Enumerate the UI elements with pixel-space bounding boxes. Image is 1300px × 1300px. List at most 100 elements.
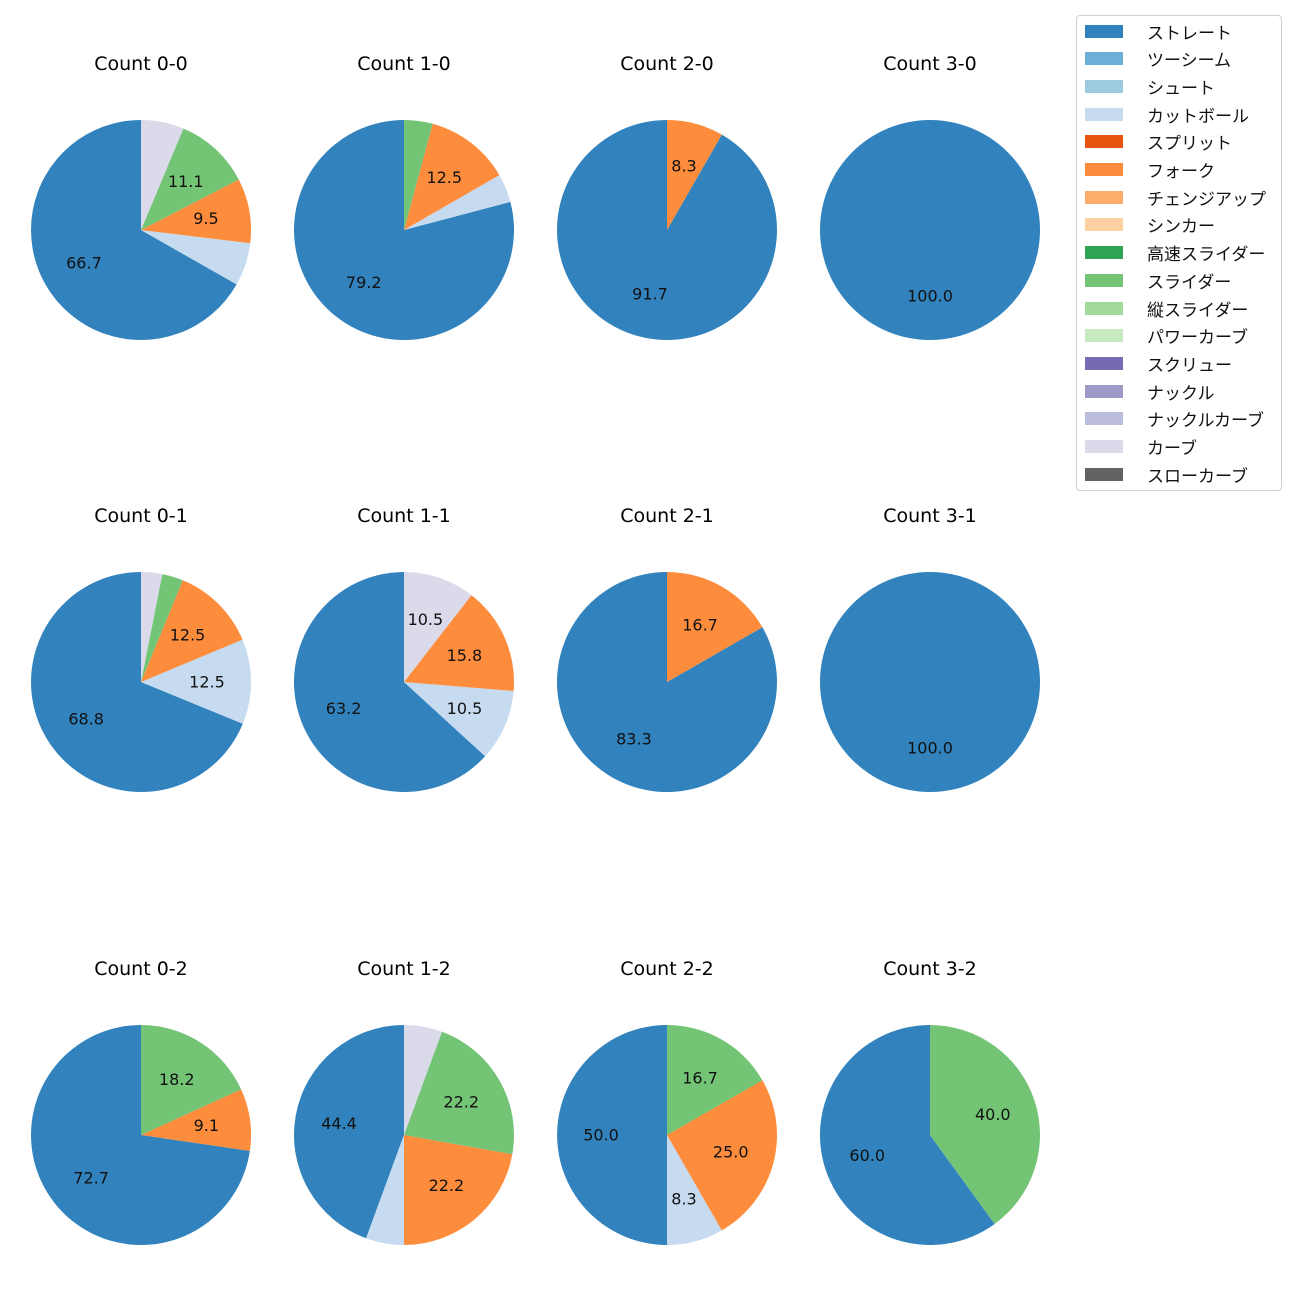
legend-label: 縦スライダー [1147,300,1249,321]
legend-item: フォーク [1085,159,1215,182]
pie-7: Count 2-1 83.3 16.7 [556,505,777,792]
legend-swatch [1085,246,1123,260]
legend-item: 縦スライダー [1085,297,1249,321]
pie-4: Count 3-0 100.0 [820,53,1040,340]
pie-title: Count 2-1 [620,505,714,527]
legend-swatch [1085,218,1123,232]
pie-10: Count 1-2 44.4 22.2 22.2 [294,958,514,1245]
slice-label: 100.0 [907,287,953,306]
legend-item: スプリット [1085,131,1232,155]
legend-item: ストレート [1085,20,1232,44]
legend-item: スローカーブ [1085,463,1248,487]
pie-slice [141,120,184,230]
pie-slice [30,572,243,792]
pie-slice [404,123,500,230]
pie-slice [30,120,237,340]
legend-item: パワーカーブ [1085,325,1248,349]
legend-label: スローカーブ [1147,466,1248,487]
pie-slice [141,639,251,724]
pie-slice [820,572,1040,792]
slice-label: 10.5 [447,699,483,718]
legend-label: パワーカーブ [1147,328,1248,349]
legend-item: シュート [1085,75,1215,99]
legend-item: ナックルカーブ [1085,408,1264,431]
pie-title: Count 3-2 [883,958,977,980]
pie-title: Count 2-0 [620,53,714,75]
legend-label: カーブ [1147,439,1197,459]
pie-slice [820,120,1040,340]
slice-label: 25.0 [713,1143,749,1162]
pie-title: Count 0-0 [94,53,188,75]
legend-item: シンカー [1085,214,1215,238]
legend-swatch [1085,79,1123,93]
pie-title: Count 0-1 [94,505,188,527]
legend-swatch [1085,440,1123,453]
legend-swatch [1085,301,1123,315]
slice-label: 12.5 [426,168,462,187]
slice-label: 16.7 [682,615,718,634]
legend-swatch [1085,24,1123,38]
slice-label: 50.0 [583,1126,619,1145]
legend-item: スクリュー [1085,352,1232,376]
slice-label: 16.7 [682,1068,718,1087]
slice-label: 72.7 [73,1169,109,1188]
pie-1: Count 0-0 66.7 9.5 11.1 [30,53,251,340]
legend: ストレートツーシームシュートカットボールスプリットフォークチェンジアップ シンカー… [1076,15,1282,491]
legend-swatch [1085,135,1123,149]
legend-label: チェンジアップ [1147,189,1266,210]
pie-slice [667,1080,778,1231]
legend-label: シンカー [1147,217,1215,238]
pie-slice [141,580,243,682]
pie-title: Count 2-2 [620,958,714,980]
pie-5: Count 0-1 68.8 12.5 12.5 [30,505,251,792]
slice-label: 8.3 [671,157,696,176]
slice-label: 9.1 [194,1116,219,1135]
pie-slice [404,1135,513,1245]
slice-label: 79.2 [346,273,382,292]
pie-slice [404,595,514,691]
legend-label: ストレート [1147,23,1232,44]
legend-item: 高速スライダー [1085,242,1265,265]
pie-9: Count 0-2 72.7 9.1 18.2 [31,958,252,1245]
pie-slice [141,230,251,285]
slice-label: 68.8 [68,709,104,728]
pie-slice [819,1025,995,1246]
legend-label: ナックル [1147,383,1215,404]
legend-label: シュート [1147,78,1215,99]
pie-slice [141,574,183,682]
pie-slice [667,1135,722,1245]
pie-slice [141,1025,242,1135]
legend-label: ツーシーム [1147,51,1232,72]
pie-slice [141,128,239,230]
pie-slice [404,682,514,757]
slice-label: 10.5 [408,610,444,629]
legend-swatch [1085,163,1123,176]
legend-swatch [1085,190,1123,204]
pie-title: Count 3-0 [883,53,977,75]
legend-label: スクリュー [1147,355,1232,376]
pie-slice [31,1025,250,1245]
slice-label: 15.8 [447,646,483,665]
legend-item: ツーシーム [1085,48,1232,72]
pie-slice [293,120,514,340]
legend-item: チェンジアップ [1085,186,1266,210]
legend-swatch [1085,329,1123,343]
legend-label: スプリット [1147,134,1232,155]
pie-title: Count 3-1 [883,505,977,527]
legend-item: カットボール [1085,103,1249,127]
pie-2: Count 1-0 79.2 12.5 [293,53,514,340]
pie-slice [366,1135,404,1245]
legend-label: スライダー [1147,272,1232,293]
slice-label: 40.0 [975,1105,1011,1124]
slice-label: 100.0 [907,739,953,758]
pie-12: Count 3-2 60.0 40.0 [819,958,1040,1246]
slice-label: 91.7 [632,284,668,303]
pie-slice [294,1025,404,1239]
slice-label: 18.2 [159,1070,195,1089]
legend-item: カーブ [1085,436,1197,459]
legend-swatch [1085,273,1123,287]
slice-label: 83.3 [616,730,652,749]
pie-slice [141,179,251,244]
pie-slice [557,1025,667,1245]
pie-title: Count 1-0 [357,53,451,75]
